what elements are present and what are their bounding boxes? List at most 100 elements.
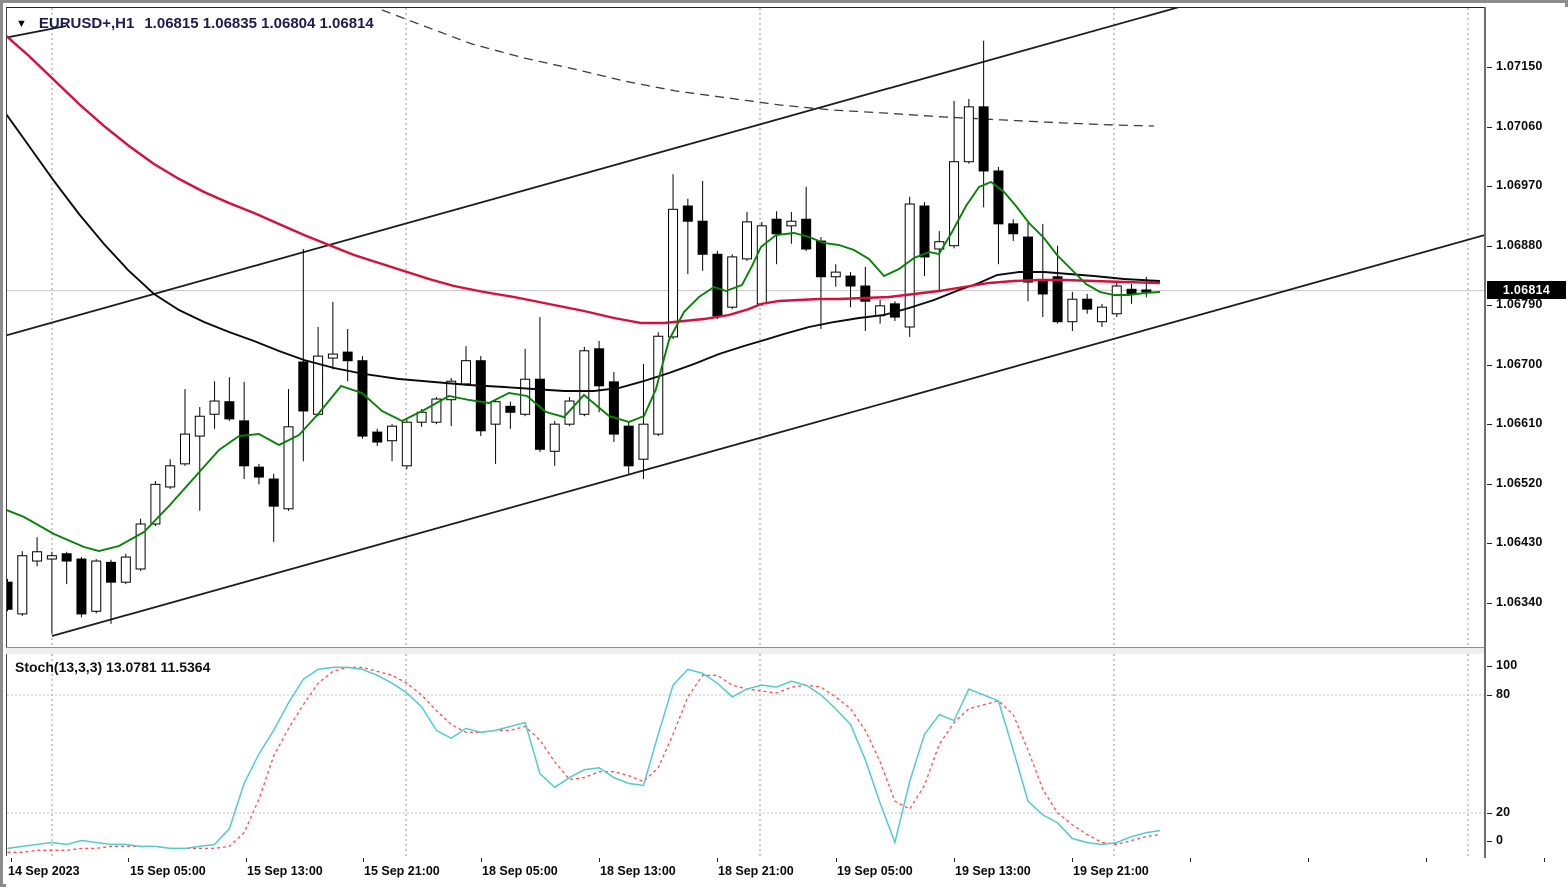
chart-ohlc-values: 1.06815 1.06835 1.06804 1.06814: [144, 15, 374, 32]
price-axis-label-tick: [1487, 484, 1492, 485]
stoch-axis-label: 0: [1496, 833, 1504, 847]
candle-bull: [327, 353, 338, 359]
candle-bear: [7, 581, 13, 610]
candle-bull: [727, 256, 738, 308]
candle-bear: [1008, 223, 1019, 235]
stoch-signal-line: [7, 666, 1161, 853]
candle-bear: [978, 106, 989, 172]
candle-bear: [860, 285, 871, 302]
candle-bear: [342, 351, 353, 362]
candle-bear: [1037, 280, 1048, 295]
stochastic-main-value: 13.0781: [106, 659, 157, 675]
time-axis-tick: [1190, 858, 1191, 862]
time-axis-label: 19 Sep 21:00: [1073, 864, 1149, 878]
price-axis-label-tick: [1487, 543, 1492, 544]
price-axis-label: 1.06880: [1496, 238, 1543, 252]
candle-bull: [283, 426, 294, 510]
candle-bear: [919, 205, 930, 258]
candle-bull: [564, 400, 575, 425]
time-axis-tick: [717, 858, 718, 862]
ma-medium-red: [7, 35, 1161, 325]
candle-bear: [1141, 289, 1152, 293]
candle-bull: [549, 423, 560, 452]
candle-bear: [224, 401, 235, 420]
time-axis-tick: [1426, 858, 1427, 862]
candle-bear: [771, 218, 782, 235]
candle-bear: [268, 478, 279, 507]
time-axis-label: 18 Sep 13:00: [600, 864, 676, 878]
candle-bear: [505, 405, 516, 413]
price-axis-label: 1.06430: [1496, 535, 1543, 549]
stoch-axis-label-tick: [1487, 813, 1492, 814]
candle-bull: [1067, 298, 1078, 323]
time-axis-tick: [1072, 858, 1073, 862]
candle-bull: [1111, 285, 1122, 315]
candle-bear: [801, 218, 812, 250]
candle-bull: [32, 551, 43, 562]
candle-bull: [120, 556, 131, 583]
candle-bear: [357, 360, 368, 437]
candle-bull: [949, 161, 960, 247]
candle-bear: [845, 275, 856, 287]
time-axis-label: 18 Sep 21:00: [718, 864, 794, 878]
candle-bull: [490, 401, 501, 425]
stochastic-name: Stoch(13,3,3): [15, 659, 103, 675]
channel-trendline: [7, 25, 67, 39]
candle-bull: [520, 378, 531, 415]
candle-bear: [534, 378, 545, 450]
main-chart-pane[interactable]: ▼ EURUSD+,H1 1.06815 1.06835 1.06804 1.0…: [6, 7, 1485, 648]
stochastic-label: Stoch(13,3,3) 13.0781 11.5364: [15, 659, 210, 675]
stoch-axis-label: 100: [1496, 658, 1518, 672]
candle-bull: [150, 483, 161, 525]
stochastic-signal-value: 11.5364: [160, 659, 211, 675]
stochastic-pane[interactable]: Stoch(13,3,3) 13.0781 11.5364: [6, 654, 1485, 856]
candlestick-chart-canvas[interactable]: [7, 8, 1485, 648]
channel-trendline: [51, 234, 1485, 637]
candle-bull: [209, 400, 220, 415]
time-axis[interactable]: 14 Sep 2023 15 Sep 05:00 15 Sep 13:00 15 Se…: [6, 858, 1568, 887]
candle-bull: [579, 350, 590, 415]
price-axis-label-tick: [1487, 365, 1492, 366]
candle-bear: [76, 558, 87, 615]
price-axis-label-tick: [1487, 424, 1492, 425]
candle-bull: [446, 380, 457, 401]
candle-bull: [194, 415, 205, 437]
stoch-axis-label: 80: [1496, 687, 1511, 701]
candle-bull: [756, 225, 767, 305]
candle-bull: [1096, 306, 1107, 323]
candle-bull: [165, 465, 176, 488]
channel-trendline: [7, 8, 1180, 337]
candle-bear: [608, 381, 619, 435]
stochastic-canvas[interactable]: [7, 654, 1485, 856]
candle-bear: [106, 561, 117, 583]
price-axis-label-tick: [1487, 127, 1492, 128]
current-price-label: 1.06814: [1487, 281, 1566, 299]
candle-bear: [712, 253, 723, 317]
candle-bear: [623, 425, 634, 467]
price-axis-label: 1.06790: [1496, 297, 1543, 311]
candle-bull: [387, 425, 398, 442]
candle-bull: [638, 423, 649, 460]
candle-bear: [682, 205, 693, 222]
ma-fast-green: [7, 180, 1161, 552]
price-axis-label-tick: [1487, 305, 1492, 306]
stoch-main-line: [7, 666, 1161, 850]
price-axis-label: 1.06340: [1496, 595, 1543, 609]
time-axis-tick: [836, 858, 837, 862]
stoch-axis-label-tick: [1487, 841, 1492, 842]
time-axis-label: 15 Sep 05:00: [130, 864, 206, 878]
price-axis[interactable]: 1.06814 1.07150 1.07060 1.06970 1.06880 1.06…: [1487, 7, 1568, 858]
symbol-dropdown-icon[interactable]: ▼: [16, 17, 27, 30]
price-axis-separator[interactable]: [1484, 7, 1489, 858]
price-axis-label: 1.07150: [1496, 59, 1543, 73]
candle-bear: [372, 431, 383, 443]
candle-bear: [1052, 276, 1063, 323]
price-axis-label-tick: [1487, 186, 1492, 187]
stoch-axis-label: 20: [1496, 805, 1511, 819]
candle-bull: [416, 411, 427, 423]
candle-bear: [253, 466, 264, 478]
time-axis-tick: [128, 858, 129, 862]
candle-bull: [963, 106, 974, 163]
candle-bear: [239, 420, 250, 467]
